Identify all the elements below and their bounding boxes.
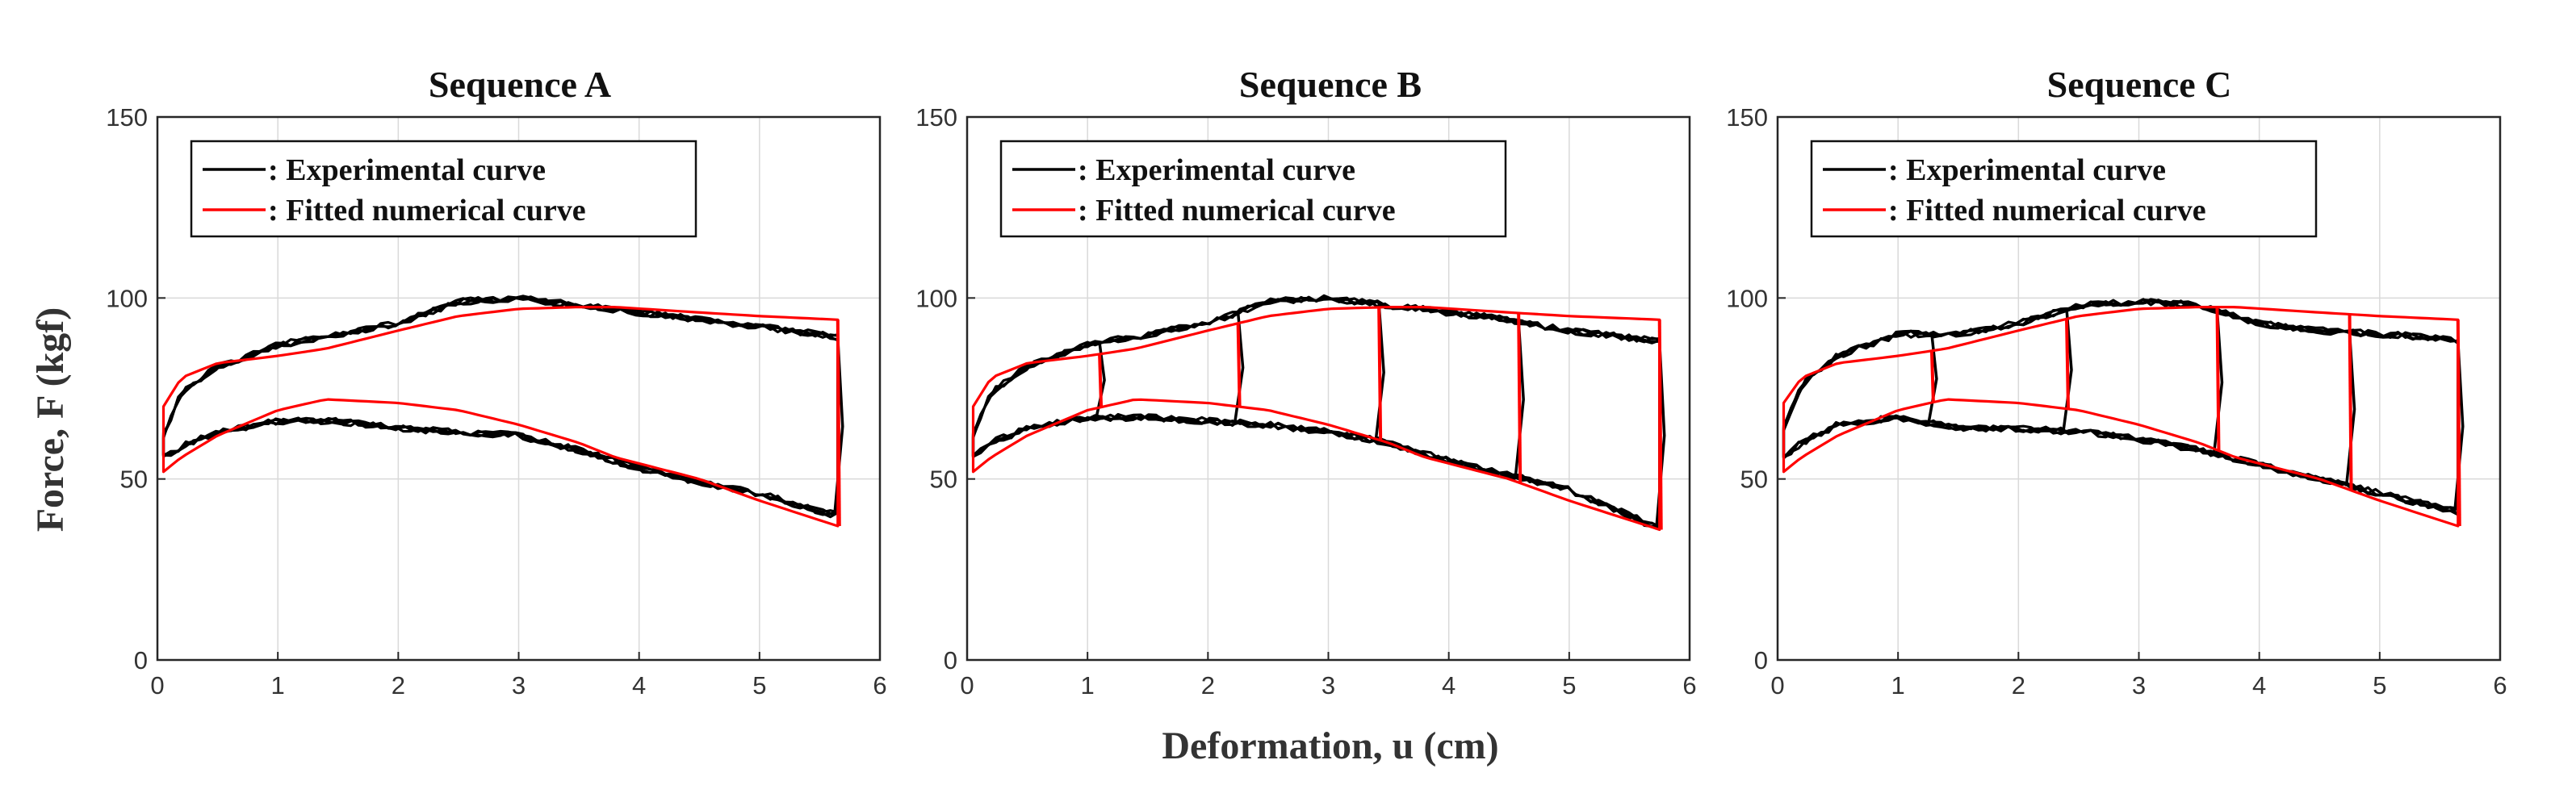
- panel-b-title: Sequence B: [1239, 64, 1422, 105]
- legend-experimental-label: : Experimental curve: [1888, 153, 2166, 187]
- x-tick-label: 2: [392, 671, 405, 700]
- y-tick-label: 0: [134, 646, 148, 674]
- x-tick-label: 4: [632, 671, 646, 700]
- x-tick-label: 4: [2252, 671, 2266, 700]
- x-tick-label: 3: [2132, 671, 2146, 700]
- x-tick-label: 5: [1562, 671, 1576, 700]
- x-tick-label: 5: [752, 671, 766, 700]
- fitted-unload: [836, 319, 841, 527]
- x-tick-label: 3: [1322, 671, 1335, 700]
- x-tick-label: 1: [271, 671, 285, 700]
- x-tick-label: 1: [1891, 671, 1905, 700]
- x-tick-label: 0: [960, 671, 974, 700]
- y-tick-label: 0: [1754, 646, 1768, 674]
- y-tick-label: 50: [1740, 466, 1768, 494]
- fitted-unload: [2456, 319, 2461, 527]
- panel-c-title: Sequence C: [2047, 64, 2232, 105]
- fitted-unload: [2215, 307, 2221, 450]
- x-tick-label: 3: [512, 671, 526, 700]
- fitted-unload: [1377, 307, 1383, 441]
- legend-box: [1810, 140, 2318, 238]
- y-tick-label: 150: [915, 103, 957, 132]
- fitted-unload: [1236, 323, 1242, 407]
- x-tick-label: 2: [1201, 671, 1215, 700]
- fitted-series: [971, 306, 1663, 532]
- panel-c: 0 1 2 3 4 5 6 0 50 100 150 : Experimental curve : Fi…: [1726, 103, 2507, 700]
- x-tick-label: 6: [2493, 671, 2507, 700]
- experimental-unload: [1927, 334, 1938, 424]
- fitted-unload: [1098, 353, 1104, 408]
- y-tick-label: 150: [106, 103, 148, 132]
- legend-fitted-label: : Fitted numerical curve: [1078, 194, 1396, 228]
- x-tick-label: 5: [2373, 671, 2386, 700]
- x-tick-label: 4: [1442, 671, 1456, 700]
- x-tick-label: 0: [1770, 671, 1784, 700]
- legend: : Experimental curve : Fitted numerical c…: [190, 140, 697, 238]
- x-tick-label: 1: [1081, 671, 1095, 700]
- y-tick-label: 100: [1726, 284, 1768, 312]
- legend: : Experimental curve : Fitted numerical c…: [1810, 140, 2318, 238]
- axes-box: [965, 115, 1691, 662]
- x-tick-label: 6: [1682, 671, 1696, 700]
- legend: : Experimental curve : Fitted numerical c…: [999, 140, 1507, 238]
- panel-b: 0 1 2 3 4 5 6 0 50 100 150 : Experimental curve : Fi…: [915, 103, 1696, 700]
- fitted-unload: [1517, 312, 1523, 482]
- y-tick-label: 50: [120, 466, 148, 494]
- x-tick-label: 0: [150, 671, 164, 700]
- legend-fitted-label: : Fitted numerical curve: [268, 194, 586, 228]
- fitted-unload: [1657, 319, 1663, 530]
- fitted-unload: [2348, 314, 2353, 491]
- x-axis-label: Deformation, u (cm): [1162, 725, 1498, 767]
- x-tick-label: 2: [2012, 671, 2025, 700]
- y-tick-label: 100: [915, 284, 957, 312]
- axes-box: [156, 115, 882, 662]
- panel-a-title: Sequence A: [429, 64, 611, 105]
- legend-box: [999, 140, 1507, 238]
- y-axis-label: Force, F (kgf): [29, 307, 72, 532]
- fitted-unload: [2065, 319, 2070, 409]
- fitted-series: [161, 306, 841, 528]
- legend-experimental-label: : Experimental curve: [1078, 153, 1355, 187]
- fitted-series: [1782, 306, 2461, 528]
- fitted-loop: [971, 306, 1661, 532]
- legend-box: [190, 140, 697, 238]
- legend-fitted-label: : Fitted numerical curve: [1888, 194, 2206, 228]
- y-tick-label: 100: [106, 284, 148, 312]
- panel-a: 0 1 2 3 4 5 6 0 50 100 150 : Experimental curve : Fi…: [106, 103, 886, 700]
- y-tick-label: 50: [930, 466, 957, 494]
- axes-box: [1776, 115, 2502, 662]
- y-tick-label: 0: [944, 646, 957, 674]
- fitted-unload: [1929, 350, 1935, 403]
- x-tick-label: 6: [873, 671, 886, 700]
- y-tick-label: 150: [1726, 103, 1768, 132]
- legend-experimental-label: : Experimental curve: [268, 153, 546, 187]
